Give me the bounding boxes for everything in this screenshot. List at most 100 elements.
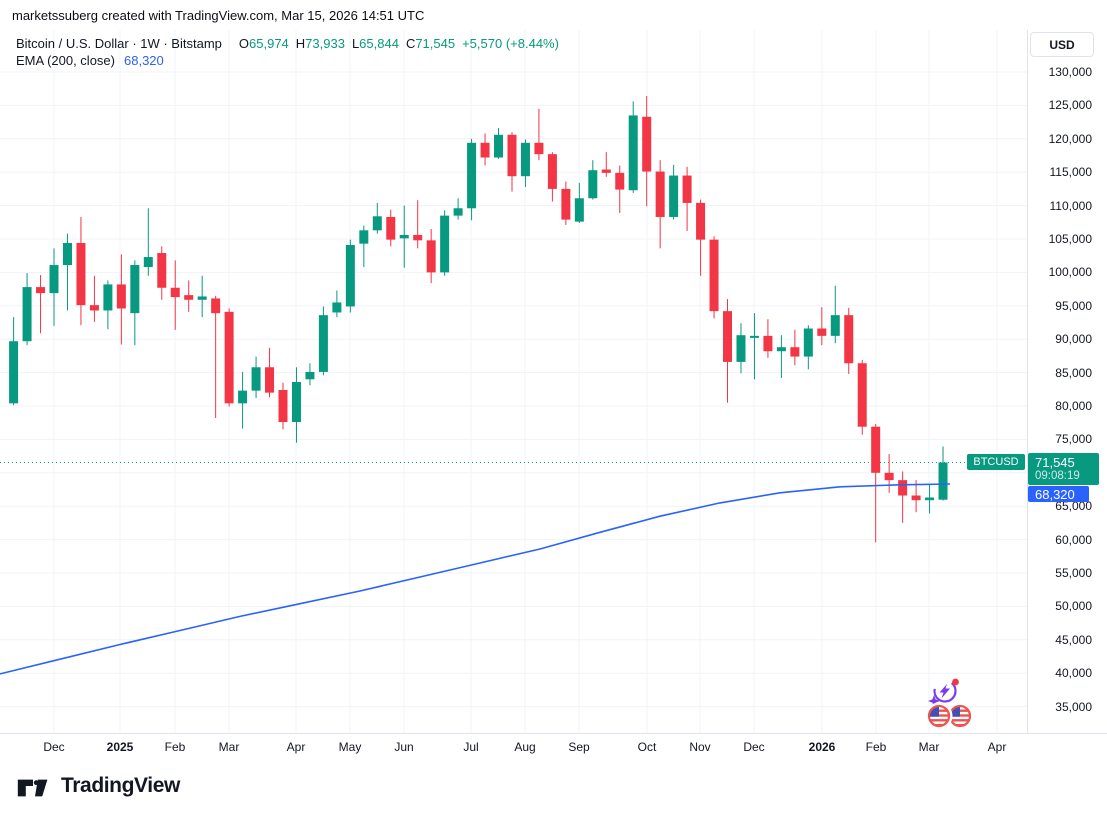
candle-body <box>372 216 382 231</box>
ema-line <box>0 483 951 675</box>
candle-body <box>211 298 221 314</box>
symbol-price-line-label: BTCUSD <box>967 454 1025 471</box>
candle-body <box>251 367 261 391</box>
time-axis[interactable]: Dec 2025 Feb Mar Apr May Jun Jul Aug Sep Oct Nov Dec… <box>0 733 1107 760</box>
tradingview-logo-mark <box>17 779 48 797</box>
candle-body <box>520 142 530 177</box>
candle-body <box>938 462 948 500</box>
candle-body <box>696 202 706 240</box>
close-value: 71,545 <box>415 36 456 51</box>
price-axis-label: 115,000 <box>1049 165 1093 180</box>
candle-body <box>736 335 746 362</box>
candle-body <box>184 295 194 300</box>
candle-body <box>588 170 598 199</box>
time-axis-label: Mar <box>218 740 240 754</box>
price-axis-label: 75,000 <box>1055 432 1092 447</box>
price-axis-label: 80,000 <box>1055 399 1092 413</box>
candle-body <box>345 245 355 307</box>
candle-body <box>197 296 207 300</box>
us-flag-events-icon[interactable] <box>924 701 976 731</box>
time-axis-label: 2025 <box>106 740 134 754</box>
currency-usd-button[interactable]: USD <box>1030 32 1094 57</box>
price-axis-label: 45,000 <box>1055 632 1092 647</box>
candle-body <box>130 265 140 314</box>
time-axis-label: Nov <box>689 740 711 754</box>
candle-body <box>359 230 369 244</box>
time-axis-label: Oct <box>637 740 657 754</box>
high-value: 73,933 <box>305 36 345 51</box>
time-axis-label: Mar <box>918 740 940 754</box>
candle-body <box>238 390 248 404</box>
candle-body <box>749 335 759 338</box>
price-axis-label: 55,000 <box>1055 566 1092 580</box>
candle-body <box>157 253 167 288</box>
time-axis-label: Apr <box>286 740 306 754</box>
change-value: +5,570 (+8.44%) <box>462 36 559 51</box>
candle-body <box>628 115 638 191</box>
candle-body <box>776 347 786 352</box>
candle-body <box>911 495 921 501</box>
candle-body <box>682 175 692 203</box>
candle-body <box>898 480 908 496</box>
price-axis-label: 105,000 <box>1048 232 1092 246</box>
candle-body <box>655 171 665 217</box>
candle-body <box>89 305 99 311</box>
tradingview-logo[interactable]: TradingView <box>13 774 180 798</box>
symbol-title[interactable]: Bitcoin / U.S. Dollar · 1W · Bitstamp <box>16 36 222 51</box>
open-value: 65,974 <box>249 36 289 51</box>
candle-body <box>278 389 288 423</box>
close-label: C <box>405 36 416 51</box>
candle-body <box>143 257 153 268</box>
legend-symbol-row: Bitcoin / U.S. Dollar · 1W · Bitstamp O … <box>16 36 559 52</box>
low-value: 65,844 <box>359 36 399 51</box>
price-axis-label: 125,000 <box>1048 98 1092 113</box>
candle-body <box>857 363 867 427</box>
candle-body <box>790 347 800 357</box>
candle-body <box>547 154 557 189</box>
candle-body <box>22 287 32 342</box>
candle-body <box>332 302 342 313</box>
high-label: H <box>295 36 306 51</box>
candle-body <box>561 188 571 220</box>
candle-body <box>467 142 477 209</box>
tradingview-logo-text: TradingView <box>61 774 180 797</box>
price-axis-label: 35,000 <box>1055 699 1092 714</box>
time-axis-label: Dec <box>743 740 765 754</box>
ema-indicator-value: 68,320 <box>124 53 164 68</box>
candle-body <box>480 142 490 158</box>
price-axis-label: 95,000 <box>1055 298 1092 313</box>
ema-indicator-label[interactable]: EMA (200, close) <box>16 53 115 68</box>
candle-body <box>642 116 652 172</box>
candle-body <box>601 169 611 173</box>
time-axis-label: 2026 <box>808 740 836 754</box>
candle-body <box>291 381 301 423</box>
time-axis-label: Jul <box>463 740 479 754</box>
price-axis-label: 85,000 <box>1055 365 1092 380</box>
candle-body <box>830 315 840 336</box>
legend-ema-row: EMA (200, close) 68,320 <box>16 53 559 69</box>
candle-body <box>49 265 59 294</box>
time-axis-label: Jun <box>394 740 414 754</box>
candle-body <box>116 284 126 309</box>
price-axis-label: 65,000 <box>1055 499 1092 514</box>
event-flash-icon[interactable] <box>926 674 964 708</box>
time-axis-label: May <box>338 740 362 754</box>
candle-body <box>669 175 679 217</box>
candle-body <box>76 243 86 306</box>
candle-body <box>62 243 72 266</box>
bar-countdown-timer: 09:08:19 <box>1035 470 1080 483</box>
last-price-value: 71,545 <box>1035 455 1075 471</box>
candle-body <box>723 311 733 362</box>
candle-body <box>386 216 396 240</box>
ema-price-chip: 68,320 <box>1028 486 1089 503</box>
candle-body <box>925 497 935 501</box>
price-axis[interactable]: 130,000 125,000 120,000 115,000 110,000 105,0… <box>1027 30 1107 733</box>
candle-body <box>305 371 315 380</box>
price-axis-label: 110,000 <box>1049 198 1093 213</box>
last-price-chip: 71,545 09:08:19 <box>1028 453 1099 486</box>
candle-body <box>36 287 46 294</box>
candle-body <box>534 142 544 155</box>
candle-body <box>884 472 894 481</box>
